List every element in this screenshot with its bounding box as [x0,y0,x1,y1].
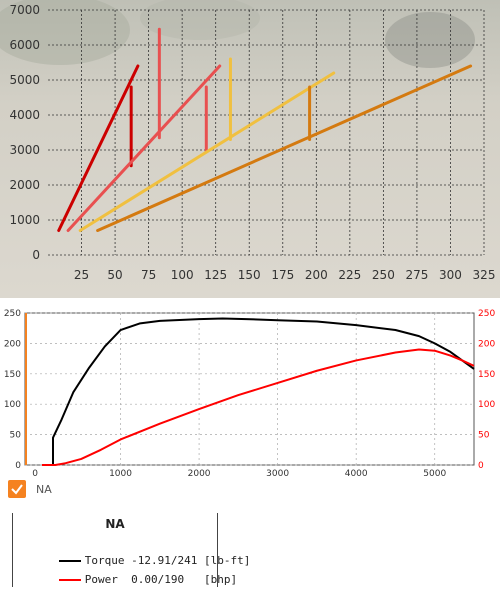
x-tick-label: 175 [271,268,294,282]
x-tick-label: 5000 [423,469,446,478]
x-tick-label: 225 [338,268,361,282]
foliage-shape [0,0,130,65]
legend-title: NA [105,517,125,531]
x-tick-label: 3000 [266,469,289,478]
gear-speed-chart-svg: 0 1000 2000 3000 4000 5000 6000 7000 25 50 75 100 12… [0,0,500,298]
power-swatch [58,579,81,581]
y-tick-label: 2000 [9,178,40,192]
y-right-tick-label: 150 [478,370,495,380]
legend-item-power: Power 0.00/190 [bhp] [19,560,237,599]
y-tick-label: 4000 [9,108,40,122]
x-tick-label: 2000 [188,469,211,478]
x-tick-label: 50 [107,268,122,282]
legend-item-torque: Torque -12.91/241 [lb-ft] [19,541,250,580]
legend-torque-text: Torque -12.91/241 [lb-ft] [84,554,251,567]
na-checkbox[interactable] [8,480,26,498]
x-tick-label: 200 [305,268,328,282]
gear-line [96,64,473,232]
checkmark-icon [11,484,23,495]
gear-line [66,64,222,232]
y-tick-label: 0 [32,248,40,262]
torque-swatch [58,560,81,562]
torque-curve [42,317,475,466]
y-right-tick-label: 100 [478,400,495,410]
x-tick-label: 325 [473,268,496,282]
gear-line [57,64,140,232]
y-left-tick-label: 150 [4,370,21,380]
y-tick-label: 6000 [9,38,40,52]
y-right-tick-label: 250 [478,309,495,319]
x-tick-label: 250 [372,268,395,282]
x-tick-label: 300 [439,268,462,282]
plot-area [24,312,475,466]
gear-speed-chart: 0 1000 2000 3000 4000 5000 6000 7000 25 50 75 100 12… [0,0,500,298]
x-tick-label: 25 [74,268,89,282]
y-tick-label: 1000 [9,213,40,227]
dyno-legend: NA Torque -12.91/241 [lb-ft] Power 0.00/… [12,513,250,587]
x-tick-label: 275 [405,268,428,282]
na-checkbox-label: NA [36,483,52,496]
gear-line [78,71,336,232]
dyno-chart-svg: 0 50 100 150 200 250 0 50 100 150 200 250 0 1000 2000 3… [4,309,496,478]
y-left-tick-label: 100 [4,400,21,410]
x-tick-label: 1000 [109,469,132,478]
x-tick-label: 0 [32,469,38,478]
y-right-tick-label: 0 [478,461,484,471]
x-tick-label: 100 [171,268,194,282]
x-tick-label: 125 [204,268,227,282]
x-tick-label: 75 [141,268,156,282]
y-tick-label: 5000 [9,73,40,87]
x-tick-label: 4000 [345,469,368,478]
y-left-tick-label: 50 [10,431,22,441]
x-tick-label: 150 [238,268,261,282]
power-curve [42,348,475,466]
y-tick-label: 7000 [9,3,40,17]
dyno-panel: 0 50 100 150 200 250 0 50 100 150 200 250 0 1000 2000 3… [0,298,500,598]
y-tick-label: 3000 [9,143,40,157]
y-right-tick-label: 200 [478,339,495,349]
y-left-tick-label: 250 [4,309,21,319]
y-right-tick-label: 50 [478,431,490,441]
y-left-tick-label: 200 [4,339,21,349]
rock-shape [385,12,475,68]
y-left-tick-label: 0 [15,461,21,471]
legend-power-text: Power 0.00/190 [bhp] [84,573,238,586]
